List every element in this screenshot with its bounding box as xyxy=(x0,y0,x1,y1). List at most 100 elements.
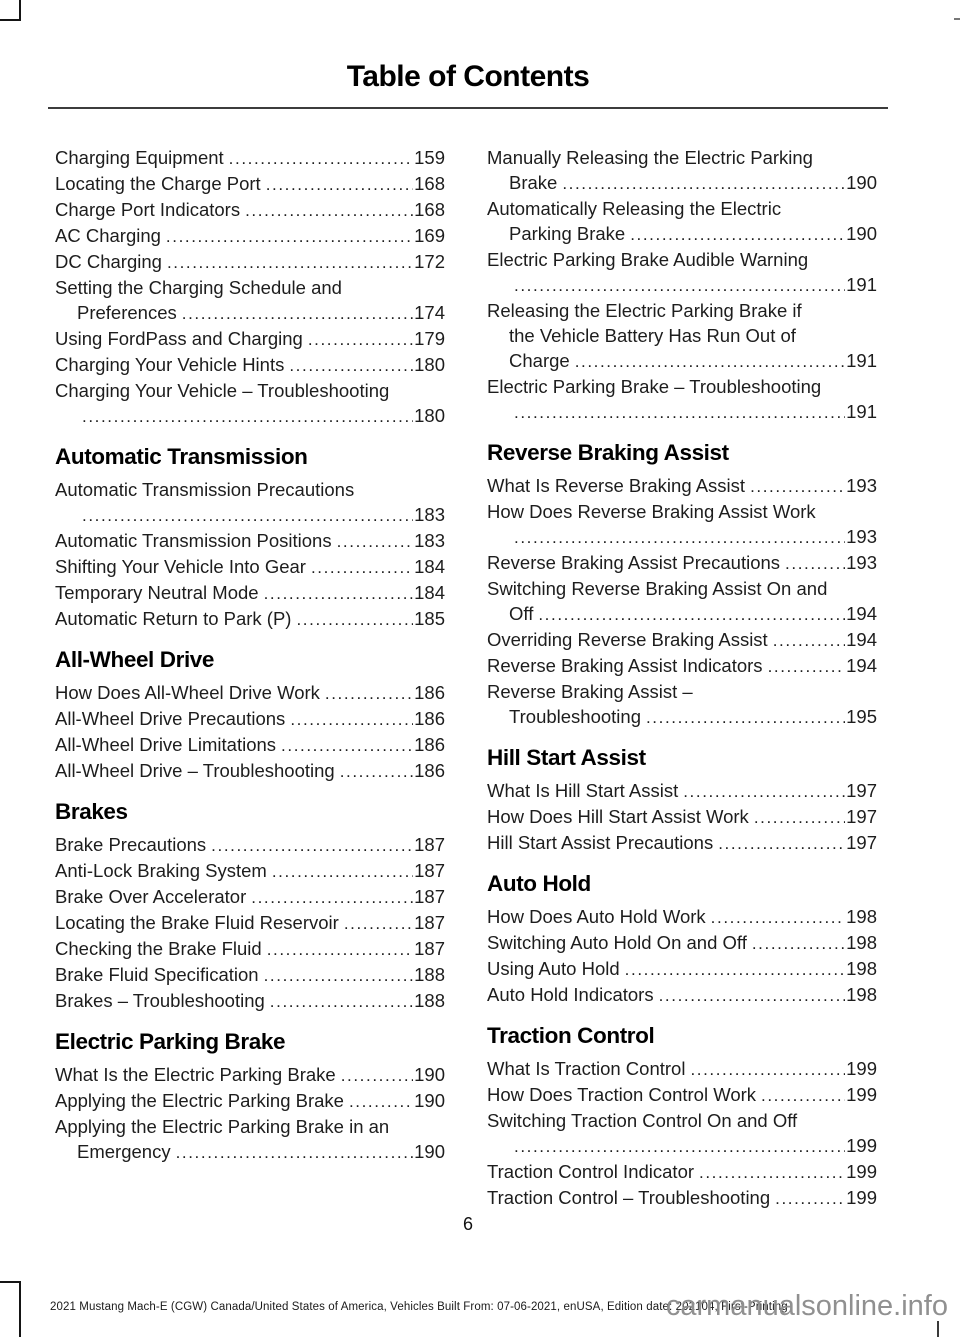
toc-entry[interactable]: Charging Your Vehicle – Troubleshooting 1… xyxy=(55,378,445,429)
toc-entry-text: Checking the Brake Fluid xyxy=(55,938,262,959)
toc-entry[interactable]: AC Charging 169 xyxy=(55,223,445,249)
toc-entry[interactable]: Locating the Brake Fluid Reservoir 187 xyxy=(55,910,445,936)
toc-entry-text: DC Charging xyxy=(55,251,162,272)
toc-entry-row: Using FordPass and Charging 179 xyxy=(55,326,445,352)
toc-entry[interactable]: Manually Releasing the Electric Parking B… xyxy=(487,145,877,196)
toc-entry-page: 174 xyxy=(414,302,445,323)
toc-entry[interactable]: Brakes – Troubleshooting 188 xyxy=(55,988,445,1014)
dot-leader xyxy=(785,550,845,576)
toc-entry[interactable]: Auto Hold Indicators 198 xyxy=(487,982,877,1008)
toc-entry[interactable]: Shifting Your Vehicle Into Gear 184 xyxy=(55,554,445,580)
toc-entry[interactable]: Hill Start Assist Precautions 197 xyxy=(487,830,877,856)
toc-entry-text: Brake xyxy=(509,172,558,193)
toc-entry[interactable]: What Is Traction Control 199 xyxy=(487,1056,877,1082)
dot-leader xyxy=(646,704,845,730)
toc-entry[interactable]: Overriding Reverse Braking Assist 194 xyxy=(487,627,877,653)
toc-entry[interactable]: Reverse Braking Assist Indicators 194 xyxy=(487,653,877,679)
dot-leader xyxy=(182,300,413,326)
toc-entry-text: What Is the Electric Parking Brake xyxy=(55,1064,336,1085)
toc-entry[interactable]: Brake Fluid Specification 188 xyxy=(55,962,445,988)
toc-entry[interactable]: Automatic Transmission Positions 183 xyxy=(55,528,445,554)
toc-entry[interactable]: Automatic Transmission Precautions 183 xyxy=(55,477,445,528)
toc-entry[interactable]: Switching Traction Control On and Off 199 xyxy=(487,1108,877,1159)
toc-entry-text: Charging Equipment xyxy=(55,147,224,168)
toc-entry[interactable]: How Does All-Wheel Drive Work 186 xyxy=(55,680,445,706)
toc-entry[interactable]: Temporary Neutral Mode 184 xyxy=(55,580,445,606)
toc-entry[interactable]: Locating the Charge Port 168 xyxy=(55,171,445,197)
toc-entry[interactable]: Automatic Return to Park (P) 185 xyxy=(55,606,445,632)
toc-entry-row: How Does Traction Control Work 199 xyxy=(487,1082,877,1108)
dot-leader xyxy=(167,249,413,275)
toc-entry[interactable]: Charging Your Vehicle Hints 180 xyxy=(55,352,445,378)
toc-entry[interactable]: Anti-Lock Braking System 187 xyxy=(55,858,445,884)
toc-entry-text: Charging Your Vehicle – Troubleshooting xyxy=(55,380,390,401)
toc-entry[interactable]: Using Auto Hold 198 xyxy=(487,956,877,982)
toc-entry-row: How Does All-Wheel Drive Work 186 xyxy=(55,680,445,706)
toc-entry[interactable]: What Is Hill Start Assist 197 xyxy=(487,778,877,804)
toc-entry[interactable]: How Does Traction Control Work 199 xyxy=(487,1082,877,1108)
toc-entry[interactable]: All-Wheel Drive Precautions 186 xyxy=(55,706,445,732)
toc-entry[interactable]: Reverse Braking Assist Precautions 193 xyxy=(487,550,877,576)
toc-entry-row: 199 xyxy=(487,1133,877,1159)
toc-entry-text: Locating the Charge Port xyxy=(55,173,261,194)
toc-entry[interactable]: How Does Reverse Braking Assist Work 193 xyxy=(487,499,877,550)
toc-entry-text: Applying the Electric Parking Brake xyxy=(55,1090,344,1111)
toc-entry[interactable]: All-Wheel Drive Limitations 186 xyxy=(55,732,445,758)
toc-entry-row: Overriding Reverse Braking Assist 194 xyxy=(487,627,877,653)
toc-entry-text: Charging Your Vehicle Hints xyxy=(55,354,285,375)
toc-entry-row: Traction Control – Troubleshooting 199 xyxy=(487,1185,877,1211)
toc-entry-row: What Is Hill Start Assist 197 xyxy=(487,778,877,804)
toc-entry[interactable]: What Is Reverse Braking Assist 193 xyxy=(487,473,877,499)
toc-entry-page: 168 xyxy=(414,199,445,220)
toc-section: Traction Control What Is Traction Control… xyxy=(487,1022,877,1211)
toc-entry-text: What Is Hill Start Assist xyxy=(487,780,679,801)
toc-section: Manually Releasing the Electric Parking B… xyxy=(487,145,877,425)
toc-entry-row: Temporary Neutral Mode 184 xyxy=(55,580,445,606)
toc-entry[interactable]: Applying the Electric Parking Brake in a… xyxy=(55,1114,445,1165)
toc-entry-page: 187 xyxy=(414,834,445,855)
toc-entry-text: Hill Start Assist Precautions xyxy=(487,832,714,853)
dot-leader xyxy=(340,758,413,784)
toc-entry-row: What Is the Electric Parking Brake 190 xyxy=(55,1062,445,1088)
toc-entry[interactable]: All-Wheel Drive – Troubleshooting 186 xyxy=(55,758,445,784)
toc-entry-page: 199 xyxy=(846,1187,877,1208)
toc-entry-row: Charging Equipment 159 xyxy=(55,145,445,171)
toc-entry[interactable]: Applying the Electric Parking Brake 190 xyxy=(55,1088,445,1114)
toc-entry[interactable]: Checking the Brake Fluid 187 xyxy=(55,936,445,962)
dot-leader xyxy=(264,962,414,988)
toc-entry[interactable]: Automatically Releasing the Electric Park… xyxy=(487,196,877,247)
dot-leader xyxy=(296,606,413,632)
toc-entry[interactable]: Charge Port Indicators 168 xyxy=(55,197,445,223)
toc-entry[interactable]: Charging Equipment 159 xyxy=(55,145,445,171)
toc-entry-row: Emergency 190 xyxy=(55,1139,445,1165)
toc-entry-page: 191 xyxy=(846,401,877,422)
toc-section: Electric Parking Brake What Is the Electr… xyxy=(55,1028,445,1165)
toc-entry[interactable]: Releasing the Electric Parking Brake if t… xyxy=(487,298,877,374)
toc-entry[interactable]: Traction Control – Troubleshooting 199 xyxy=(487,1185,877,1211)
toc-entry-text: Automatic Transmission Precautions xyxy=(55,479,355,500)
toc-entry[interactable]: How Does Hill Start Assist Work 197 xyxy=(487,804,877,830)
toc-entry-page: 194 xyxy=(846,629,877,650)
toc-entry[interactable]: Electric Parking Brake – Troubleshooting… xyxy=(487,374,877,425)
toc-entry[interactable]: Switching Auto Hold On and Off 198 xyxy=(487,930,877,956)
toc-entry-text: All-Wheel Drive Limitations xyxy=(55,734,277,755)
toc-entry[interactable]: Setting the Charging Schedule and Prefere… xyxy=(55,275,445,326)
toc-entry[interactable]: Brake Precautions 187 xyxy=(55,832,445,858)
toc-entry[interactable]: What Is the Electric Parking Brake 190 xyxy=(55,1062,445,1088)
toc-entry[interactable]: Using FordPass and Charging 179 xyxy=(55,326,445,352)
toc-entry[interactable]: Electric Parking Brake Audible Warning 19… xyxy=(487,247,877,298)
toc-entry[interactable]: Traction Control Indicator 199 xyxy=(487,1159,877,1185)
dot-leader xyxy=(251,884,413,910)
dot-leader xyxy=(625,956,845,982)
toc-entry-page: 169 xyxy=(414,225,445,246)
toc-entry[interactable]: Switching Reverse Braking Assist On and O… xyxy=(487,576,877,627)
toc-entry[interactable]: Brake Over Accelerator 187 xyxy=(55,884,445,910)
toc-section-heading: Hill Start Assist xyxy=(487,745,646,770)
toc-entry[interactable]: How Does Auto Hold Work 198 xyxy=(487,904,877,930)
toc-entry[interactable]: DC Charging 172 xyxy=(55,249,445,275)
toc-entry[interactable]: Reverse Braking Assist – Troubleshooting 1… xyxy=(487,679,877,730)
dot-leader xyxy=(308,326,413,352)
toc-section: Hill Start Assist What Is Hill Start Assi… xyxy=(487,744,877,856)
